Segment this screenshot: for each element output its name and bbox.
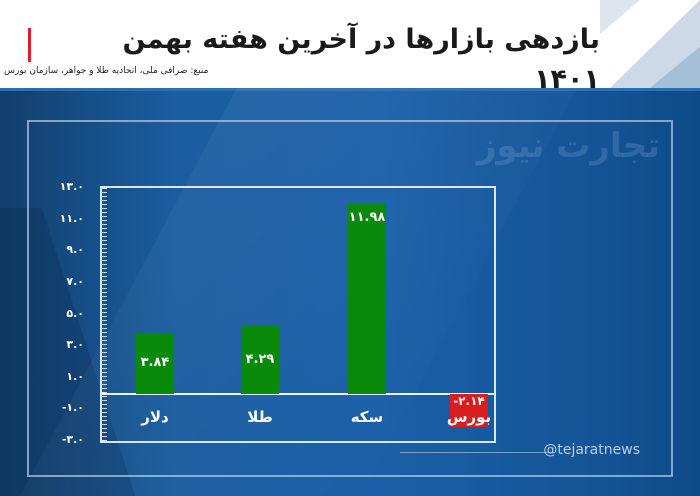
bar-value-label: ۴.۲۹	[245, 351, 275, 367]
y-tick-label: ۳.۰	[66, 338, 84, 352]
bar: ۴.۲۹	[241, 325, 279, 394]
bar: ۱۱.۹۸	[348, 204, 386, 394]
y-tick-label: ۵.۰	[66, 306, 84, 320]
source-note: منبع: صرافی ملی، اتحادیه طلا و جواهر، سا…	[4, 66, 209, 76]
page-title: بازدهی بازارها در آخرین هفته بهمن ۱۴۰۱	[122, 24, 600, 88]
y-tick-label: ۱۳.۰	[59, 180, 84, 193]
y-tick-label: ۱.۰	[66, 369, 84, 383]
bar-value-label: ۳.۸۴	[140, 355, 170, 371]
x-category-label: طلا	[247, 407, 273, 426]
bar-value-label: -۲.۱۴	[453, 393, 485, 408]
bar-value-label: ۱۱.۹۸	[348, 210, 386, 226]
plot-area: ۳.۸۴ دلار ۴.۲۹ طلا ۱۱.۹۸ سکه -۲.۱۴ بورس	[100, 186, 496, 443]
chart-frame	[27, 120, 673, 477]
y-axis-ticks	[102, 188, 107, 441]
y-tick-label: ۹.۰	[66, 243, 84, 257]
y-tick-label: -۳.۰	[61, 433, 84, 446]
watermark-logo: تجارت نیوز	[476, 126, 660, 166]
divider	[0, 88, 700, 91]
decorative-triangle	[650, 30, 700, 88]
zero-line	[102, 392, 494, 395]
x-category-label: سکه	[350, 407, 384, 426]
chart-panel: تجارت نیوز ۱۳.۰ ۱۱.۰ ۹.۰ ۷.۰ ۵.۰ ۳.۰ ۱.۰ -۱.۰ -۳…	[0, 88, 700, 496]
y-tick-label: ۱۱.۰	[59, 211, 84, 225]
header: بازدهی بازارها در آخرین هفته بهمن ۱۴۰۱ م…	[0, 0, 700, 88]
accent-bar	[28, 28, 31, 62]
x-category-label: بورس	[446, 407, 492, 426]
social-handle: @tejaratnews	[543, 442, 640, 458]
x-category-label: دلار	[141, 407, 169, 426]
bar: ۳.۸۴	[136, 332, 174, 394]
bar: -۲.۱۴	[450, 393, 488, 428]
y-tick-label: -۱.۰	[61, 401, 84, 415]
y-tick-label: ۷.۰	[66, 274, 84, 288]
divider	[400, 452, 553, 453]
